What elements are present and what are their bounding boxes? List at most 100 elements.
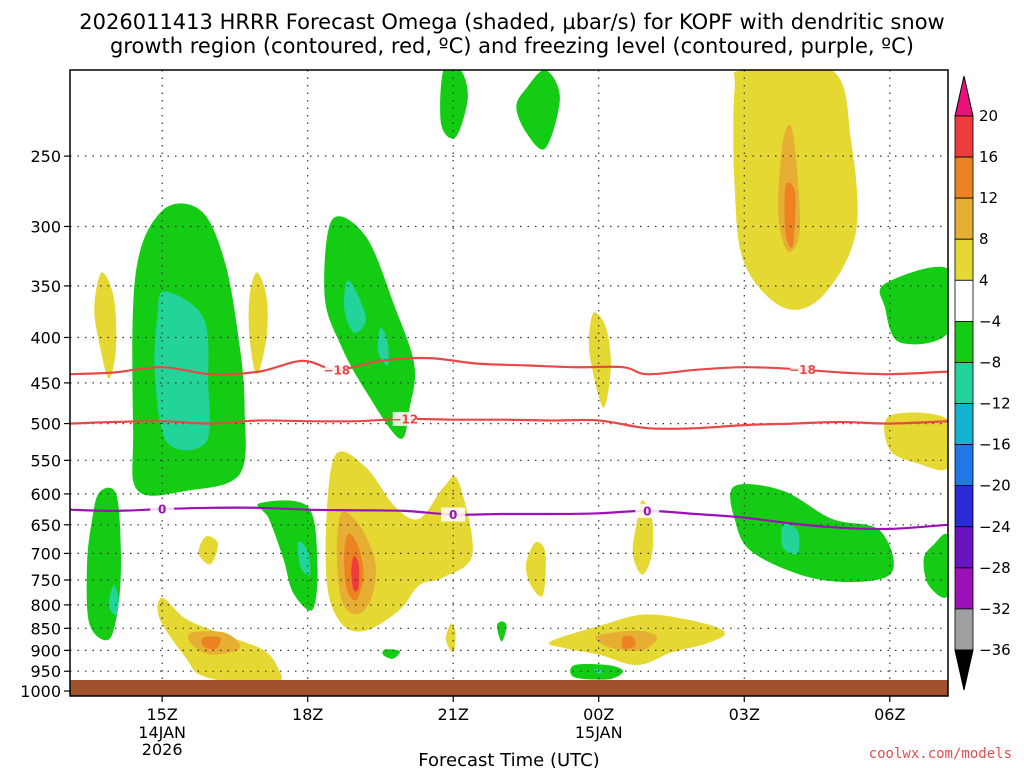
contour-isotherm-minus-18: [70, 356, 948, 376]
omega-region-pos-02z-small: [632, 500, 654, 575]
y-tick-label-1000: 1000: [20, 682, 61, 701]
omega-region-neg-23z-top: [516, 70, 560, 150]
contour-label-isotherm-minus-12-0: −12: [391, 412, 418, 426]
credit-text: coolwx.com/models: [869, 746, 1012, 762]
omega-region-pos-1430-left: [94, 272, 117, 379]
contour-label-bg-freezing-level-0-2: [635, 503, 660, 518]
colorbar-top-arrow: [954, 75, 974, 117]
x-tick-label-03Z: 03Z: [729, 705, 760, 724]
colorbar-band-7: [954, 403, 974, 446]
y-tick-label-350: 350: [30, 277, 61, 296]
chart-title-line-1: 2026011413 HRRR Forecast Omega (shaded, …: [79, 10, 944, 34]
x-tick-label-18Z: 18Z: [292, 705, 323, 724]
y-tick-label-300: 300: [30, 217, 61, 236]
contour-freezing-level-0: [70, 506, 948, 531]
omega-region-neg-15z-inner: [154, 291, 210, 451]
contour-label-bg-isotherm-minus-12-0: [392, 411, 417, 426]
y-tick-label-850: 850: [30, 619, 61, 638]
omega-region-pos-01z-core: [621, 636, 636, 649]
colorbar-band-12: [954, 608, 974, 651]
colorbar-label-13: −36: [979, 641, 1011, 659]
omega-region-pos-1530-small: [198, 536, 219, 565]
y-tick-label-250: 250: [30, 147, 61, 166]
y-tick-label-550: 550: [30, 451, 61, 470]
omega-region-neg-0630-right: [923, 533, 948, 598]
y-tick-label-600: 600: [30, 485, 61, 504]
y-tick-label-450: 450: [30, 374, 61, 393]
x-tick-label-00Z: 00Z: [583, 705, 614, 724]
contour-label-freezing-level-0-1: 0: [449, 508, 457, 522]
omega-region-neg-1430-inner: [108, 585, 119, 616]
y-tick-label-700: 700: [30, 544, 61, 563]
omega-region-pos-21z-small: [445, 623, 456, 653]
colorbar: 20 16 12 8 4 −4 −8 −12 −16 −20 −24 −28 −32 −36: [954, 75, 1011, 691]
omega-region-neg-18z-outer: [257, 500, 318, 611]
colorbar-band-0: [954, 115, 974, 158]
omega-region-pos-00z-mid: [588, 312, 611, 408]
omega-region-neg-04z-inner: [781, 523, 800, 555]
x-tick-sublabel-00Z-0: 15JAN: [575, 723, 623, 742]
colorbar-label-4: 4: [979, 271, 989, 289]
ground-surface: [70, 680, 948, 696]
colorbar-band-6: [954, 362, 974, 404]
omega-region-neg-06z-right: [879, 266, 948, 345]
colorbar-band-4: [954, 279, 974, 322]
contour-label-isotherm-minus-18-1: −18: [789, 363, 816, 377]
colorbar-label-11: −28: [979, 559, 1011, 577]
colorbar-label-12: −32: [979, 600, 1011, 618]
x-tick-label-21Z: 21Z: [438, 705, 469, 724]
colorbar-band-11: [954, 567, 974, 610]
contour-label-freezing-level-0-2: 0: [643, 504, 651, 518]
omega-region-pos-19z-core: [351, 555, 360, 592]
colorbar-band-1: [954, 156, 974, 199]
contour-layer: −18 −18 −12 0 0 0: [70, 356, 948, 531]
colorbar-label-9: −20: [979, 477, 1011, 495]
y-axis: 250 300 350 400 450 500 550 600 650 700 750 800 850 9…: [20, 147, 70, 701]
omega-region-neg-19z-inner1: [343, 280, 366, 333]
y-tick-label-500: 500: [30, 415, 61, 434]
y-tick-label-750: 750: [30, 571, 61, 590]
colorbar-band-5: [954, 320, 974, 363]
colorbar-label-6: −8: [979, 353, 1001, 371]
colorbar-band-2: [954, 197, 974, 240]
contour-label-bg-isotherm-minus-18-1: [790, 362, 815, 377]
contour-label-bg-freezing-level-0-1: [441, 507, 466, 522]
y-tick-label-400: 400: [30, 328, 61, 347]
colorbar-band-8: [954, 444, 974, 487]
contour-isotherm-minus-12: [70, 417, 948, 430]
omega-region-neg-2230-small: [496, 621, 507, 642]
contour-label-bg-isotherm-minus-18-0: [324, 362, 349, 377]
omega-region-pos-16z-core: [201, 636, 221, 650]
omega-region-neg-20z-small: [382, 649, 401, 659]
colorbar-band-10: [954, 526, 974, 569]
colorbar-label-8: −16: [979, 436, 1011, 454]
contour-label-bg-freezing-level-0-0: [150, 502, 175, 517]
x-axis-title: Forecast Time (UTC): [418, 750, 599, 768]
omega-region-pos-2330-small: [525, 541, 546, 597]
colorbar-label-1: 16: [979, 148, 998, 166]
chart-title-line-2: growth region (contoured, red, ºC) and f…: [110, 34, 914, 58]
omega-region-pos-04z-inner: [784, 182, 796, 248]
y-tick-label-950: 950: [30, 662, 61, 681]
x-tick-label-06Z: 06Z: [874, 705, 905, 724]
y-tick-label-800: 800: [30, 596, 61, 615]
colorbar-band-3: [954, 238, 974, 281]
colorbar-label-5: −4: [979, 312, 1001, 330]
colorbar-band-9: [954, 485, 974, 528]
omega-region-neg-04z-outer: [730, 483, 894, 583]
colorbar-label-10: −24: [979, 518, 1011, 536]
omega-region-neg-21z-top: [440, 70, 468, 139]
y-tick-label-900: 900: [30, 641, 61, 660]
x-tick-label-15Z: 15Z: [147, 705, 178, 724]
colorbar-label-3: 8: [979, 230, 989, 248]
colorbar-label-0: 20: [979, 107, 998, 125]
y-tick-label-650: 650: [30, 516, 61, 535]
x-tick-sublabel-15Z-0: 14JAN: [138, 723, 186, 742]
colorbar-label-2: 12: [979, 189, 998, 207]
colorbar-bottom-arrow: [954, 649, 974, 691]
omega-region-neg-19z-outer: [324, 216, 416, 439]
omega-region-pos-1630-left: [248, 272, 268, 375]
contour-label-freezing-level-0-0: 0: [158, 503, 166, 517]
